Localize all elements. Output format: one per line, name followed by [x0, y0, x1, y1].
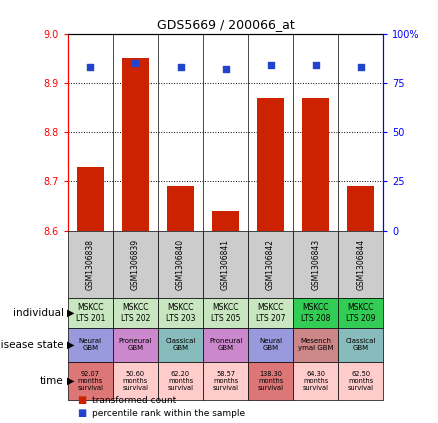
Text: Classical
GBM: Classical GBM	[165, 338, 196, 351]
Text: 58.57
months
survival: 58.57 months survival	[212, 371, 239, 391]
Text: ■: ■	[77, 408, 86, 418]
Point	[267, 62, 274, 69]
Text: Neural
GBM: Neural GBM	[259, 338, 282, 351]
Text: MSKCC
LTS 201: MSKCC LTS 201	[76, 303, 105, 323]
Text: Proneural
GBM: Proneural GBM	[119, 338, 152, 351]
Text: GSM1306838: GSM1306838	[86, 239, 95, 290]
Text: GSM1306841: GSM1306841	[221, 239, 230, 290]
Text: MSKCC
LTS 208: MSKCC LTS 208	[301, 303, 330, 323]
Text: ▶: ▶	[67, 340, 74, 350]
Text: MSKCC
LTS 205: MSKCC LTS 205	[211, 303, 240, 323]
Text: ▶: ▶	[67, 308, 74, 318]
Text: MSKCC
LTS 202: MSKCC LTS 202	[121, 303, 150, 323]
Bar	[167, 186, 194, 231]
Text: 62.20
months
survival: 62.20 months survival	[167, 371, 194, 391]
Text: GSM1306842: GSM1306842	[266, 239, 275, 290]
Bar	[122, 58, 149, 231]
Text: 92.07
months
survival: 92.07 months survival	[78, 371, 103, 391]
Text: MSKCC
LTS 203: MSKCC LTS 203	[166, 303, 195, 323]
Point	[312, 62, 319, 69]
Text: Classical
GBM: Classical GBM	[346, 338, 376, 351]
Text: 138.30
months
survival: 138.30 months survival	[258, 371, 284, 391]
Point	[222, 66, 229, 73]
Text: GSM1306839: GSM1306839	[131, 239, 140, 290]
Bar	[347, 186, 374, 231]
Text: GSM1306843: GSM1306843	[311, 239, 320, 290]
Text: MSKCC
LTS 209: MSKCC LTS 209	[346, 303, 375, 323]
Bar	[212, 211, 239, 231]
Point	[177, 64, 184, 71]
Text: GSM1306844: GSM1306844	[356, 239, 365, 290]
Text: ■: ■	[77, 395, 86, 405]
Text: 50.60
months
survival: 50.60 months survival	[123, 371, 148, 391]
Text: Neural
GBM: Neural GBM	[79, 338, 102, 351]
Point	[87, 64, 94, 71]
Bar	[257, 98, 284, 231]
Point	[132, 60, 139, 67]
Text: disease state: disease state	[0, 340, 64, 350]
Text: Proneural
GBM: Proneural GBM	[209, 338, 242, 351]
Text: individual: individual	[13, 308, 64, 318]
Point	[357, 64, 364, 71]
Text: ▶: ▶	[67, 376, 74, 386]
Title: GDS5669 / 200066_at: GDS5669 / 200066_at	[157, 18, 294, 31]
Bar	[302, 98, 329, 231]
Text: transformed count: transformed count	[92, 396, 176, 405]
Text: percentile rank within the sample: percentile rank within the sample	[92, 409, 245, 418]
Text: MSKCC
LTS 207: MSKCC LTS 207	[256, 303, 286, 323]
Text: time: time	[40, 376, 64, 386]
Text: 64.30
months
survival: 64.30 months survival	[303, 371, 328, 391]
Text: GSM1306840: GSM1306840	[176, 239, 185, 290]
Text: Mesench
ymal GBM: Mesench ymal GBM	[298, 338, 333, 351]
Text: 62.50
months
survival: 62.50 months survival	[348, 371, 374, 391]
Bar	[77, 167, 104, 231]
